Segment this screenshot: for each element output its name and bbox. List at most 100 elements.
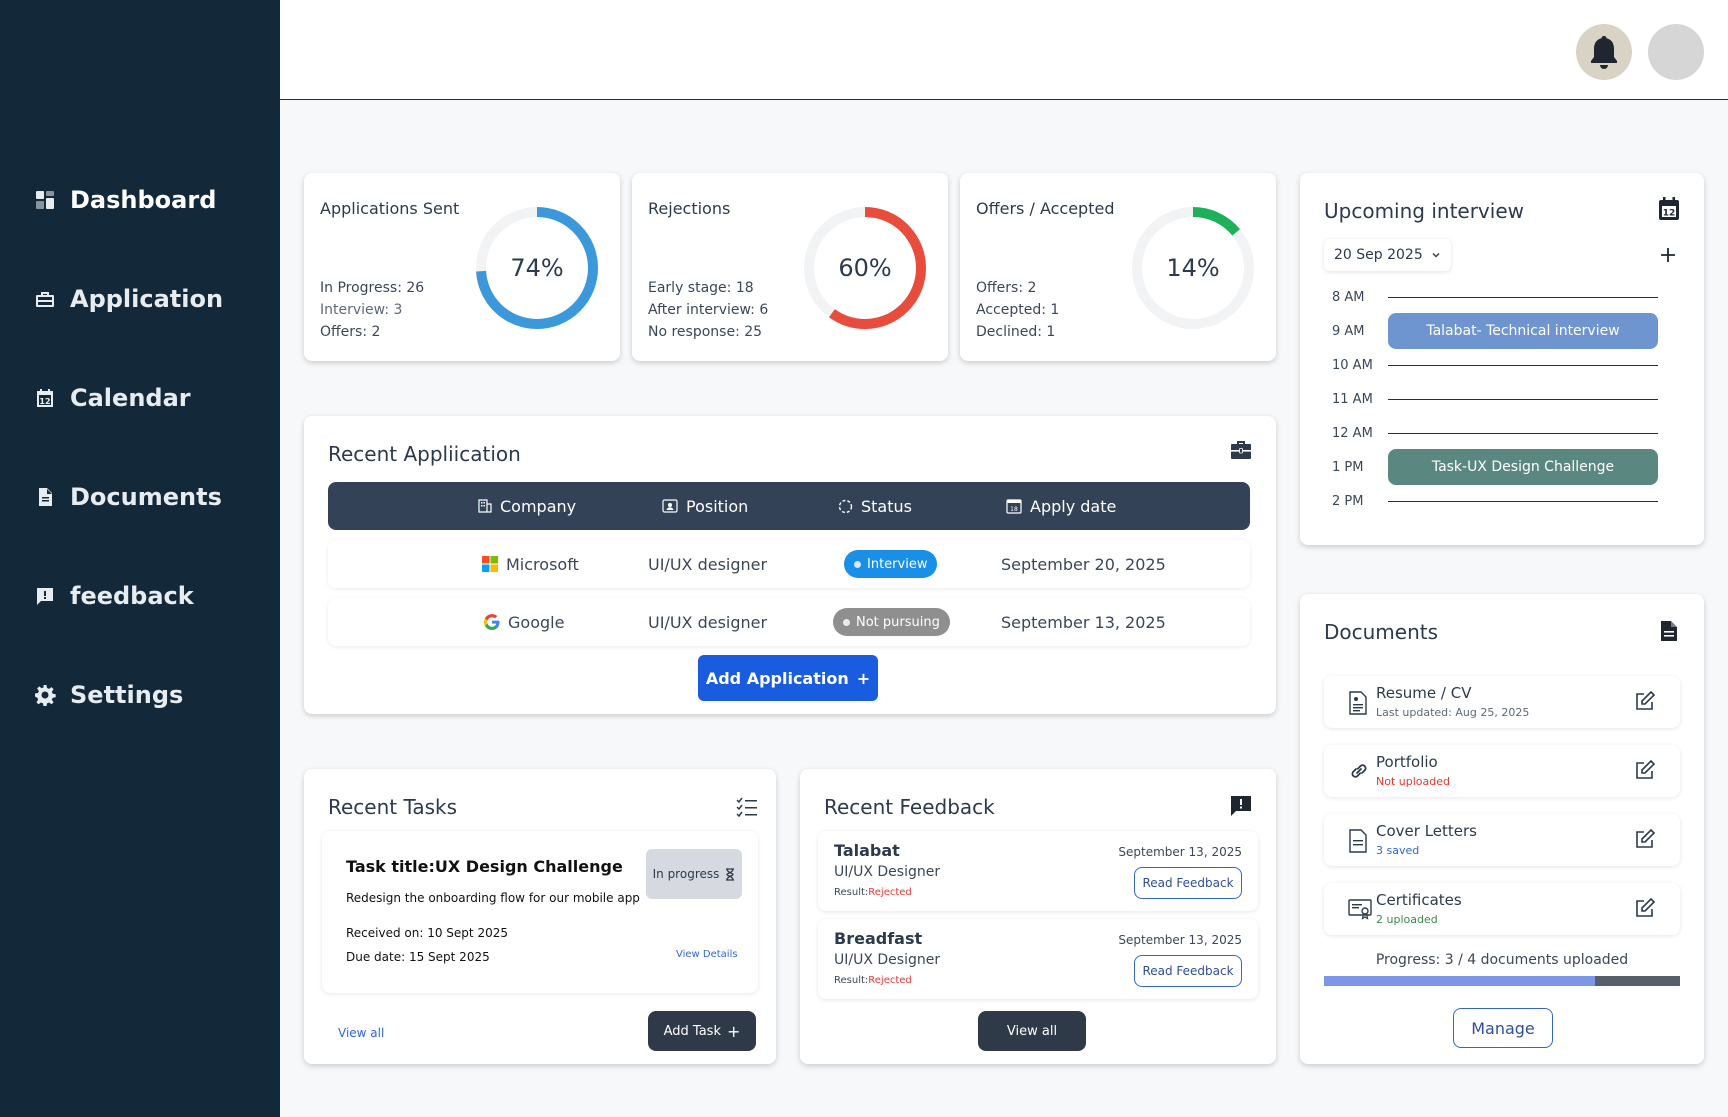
- section-title: Recent Feedback: [824, 795, 995, 819]
- timeline-slot-line: [1388, 433, 1658, 434]
- add-application-button[interactable]: Add Application +: [698, 655, 878, 701]
- document-status: Not uploaded: [1376, 775, 1450, 788]
- svg-text:12: 12: [39, 397, 50, 406]
- sidebar-item-label: Settings: [70, 681, 184, 709]
- position-cell: UI/UX designer: [648, 554, 768, 574]
- recent-feedback-card: Recent Feedback Talabat UI/UX Designer R…: [800, 769, 1276, 1064]
- timeline-time-label: 2 PM: [1332, 494, 1364, 509]
- calendar-event[interactable]: Talabat- Technical interview: [1388, 313, 1658, 349]
- sidebar-item-calendar[interactable]: 12 Calendar: [34, 384, 191, 412]
- applications-sent-card: Applications Sent In Progress: 26 Interv…: [304, 173, 620, 361]
- sidebar-item-feedback[interactable]: feedback: [34, 582, 194, 610]
- table-row[interactable]: Google UI/UX designer Not pursuing Septe…: [328, 598, 1250, 646]
- donut-percent: 60%: [838, 254, 892, 282]
- status-cell: Not pursuing: [833, 598, 950, 646]
- rejections-card: Rejections Early stage: 18 After intervi…: [632, 173, 948, 361]
- stat-title: Offers / Accepted: [976, 199, 1115, 218]
- google-logo-icon: [484, 614, 500, 630]
- task-card[interactable]: Task title:UX Design Challenge In progre…: [322, 831, 758, 993]
- add-task-button[interactable]: Add Task +: [648, 1011, 756, 1051]
- date-cell: September 20, 2025: [1001, 554, 1166, 574]
- plus-icon: +: [856, 668, 871, 688]
- stat-details: Early stage: 18 After interview: 6 No re…: [648, 280, 769, 340]
- timeline-time-label: 10 AM: [1332, 358, 1373, 373]
- timeline-slot-line: [1388, 297, 1658, 298]
- checklist-icon: [736, 797, 757, 817]
- documents-card: Documents Resume / CV Last updated: Aug …: [1300, 594, 1704, 1064]
- building-icon: [478, 499, 492, 513]
- company-cell: Microsoft: [482, 540, 579, 588]
- resume-icon: [1349, 691, 1367, 715]
- add-icon[interactable]: [1660, 247, 1676, 263]
- view-details-link[interactable]: View Details: [676, 949, 738, 960]
- progress-bar: [1324, 976, 1680, 986]
- progress-label: Progress: 3 / 4 documents uploaded: [1375, 952, 1629, 968]
- calendar-event[interactable]: Task-UX Design Challenge: [1388, 449, 1658, 485]
- sidebar-item-label: feedback: [70, 582, 194, 610]
- feedback-company: Breadfast: [834, 929, 923, 948]
- timeline-time-label: 9 AM: [1332, 324, 1365, 339]
- edit-icon[interactable]: [1634, 759, 1656, 781]
- table-row[interactable]: Microsoft UI/UX designer Interview Septe…: [328, 540, 1250, 588]
- id-card-icon: [662, 499, 678, 513]
- timeline-time-label: 8 AM: [1332, 290, 1365, 305]
- dashboard-icon: [36, 191, 54, 209]
- section-title: Recent Tasks: [328, 795, 458, 819]
- sidebar-item-label: Dashboard: [70, 186, 217, 214]
- read-feedback-button[interactable]: Read Feedback: [1134, 867, 1242, 899]
- document-name: Portfolio: [1376, 753, 1438, 771]
- feedback-company: Talabat: [834, 841, 900, 860]
- notifications-button[interactable]: [1576, 24, 1632, 80]
- document-status: 3 saved: [1376, 844, 1420, 857]
- feedback-item: Breadfast UI/UX Designer Result:Rejected…: [818, 919, 1258, 999]
- company-cell: Google: [484, 598, 564, 646]
- document-icon: [39, 488, 52, 506]
- task-status-badge: In progress: [646, 849, 742, 899]
- loading-icon: [838, 499, 853, 513]
- column-status[interactable]: Status: [838, 482, 912, 530]
- sidebar-item-settings[interactable]: Settings: [34, 681, 183, 709]
- calendar-icon: 12: [37, 389, 53, 407]
- link-icon: [1351, 764, 1367, 778]
- task-title: Task title:UX Design Challenge: [346, 857, 623, 876]
- timeline-time-label: 11 AM: [1332, 392, 1373, 407]
- avatar[interactable]: [1648, 24, 1704, 80]
- section-title: Upcoming interview: [1324, 199, 1524, 223]
- read-feedback-button[interactable]: Read Feedback: [1134, 955, 1242, 987]
- edit-icon[interactable]: [1634, 897, 1656, 919]
- timeline-time-label: 1 PM: [1332, 460, 1364, 475]
- file-icon: [1349, 829, 1367, 853]
- view-all-tasks-link[interactable]: View all: [338, 1026, 385, 1040]
- document-item-cover-letters[interactable]: Cover Letters 3 saved: [1324, 814, 1680, 866]
- stat-title: Rejections: [648, 199, 731, 218]
- document-item-certificates[interactable]: Certificates 2 uploaded: [1324, 883, 1680, 935]
- sidebar-item-dashboard[interactable]: Dashboard: [34, 186, 216, 214]
- sidebar: Dashboard Application 12 Calendar Docume…: [0, 0, 280, 1117]
- calendar-icon[interactable]: 12: [1658, 197, 1680, 221]
- offers-card: Offers / Accepted Offers: 2 Accepted: 1 …: [960, 173, 1276, 361]
- view-all-feedback-button[interactable]: View all: [978, 1011, 1086, 1051]
- document-item-portfolio[interactable]: Portfolio Not uploaded: [1324, 745, 1680, 797]
- section-title: Documents: [1324, 620, 1439, 644]
- hourglass-icon: [726, 867, 735, 881]
- sidebar-item-application[interactable]: Application: [34, 285, 223, 313]
- manage-button[interactable]: Manage: [1453, 1008, 1553, 1048]
- column-apply-date[interactable]: 18 Apply date: [1006, 482, 1116, 530]
- feedback-result: Result:Rejected: [834, 887, 912, 898]
- edit-icon[interactable]: [1634, 828, 1656, 850]
- document-item-resume[interactable]: Resume / CV Last updated: Aug 25, 2025: [1324, 676, 1680, 728]
- feedback-result: Result:Rejected: [834, 975, 912, 986]
- column-position[interactable]: Position: [662, 482, 748, 530]
- calendar-icon: 18: [1006, 499, 1022, 514]
- task-received-date: Received on: 10 Sept 2025: [346, 926, 508, 940]
- sidebar-item-label: Calendar: [70, 384, 191, 412]
- date-selector[interactable]: 20 Sep 2025: [1324, 239, 1451, 271]
- top-bar: [280, 0, 1728, 100]
- timeline-time-label: 12 AM: [1332, 426, 1373, 441]
- column-company[interactable]: Company: [478, 482, 576, 530]
- applications-donut: 74%: [472, 203, 602, 333]
- sidebar-item-documents[interactable]: Documents: [34, 483, 222, 511]
- edit-icon[interactable]: [1634, 690, 1656, 712]
- feedback-item: Talabat UI/UX Designer Result:Rejected S…: [818, 831, 1258, 911]
- table-header: Company Position Status 18 Apply date: [328, 482, 1250, 530]
